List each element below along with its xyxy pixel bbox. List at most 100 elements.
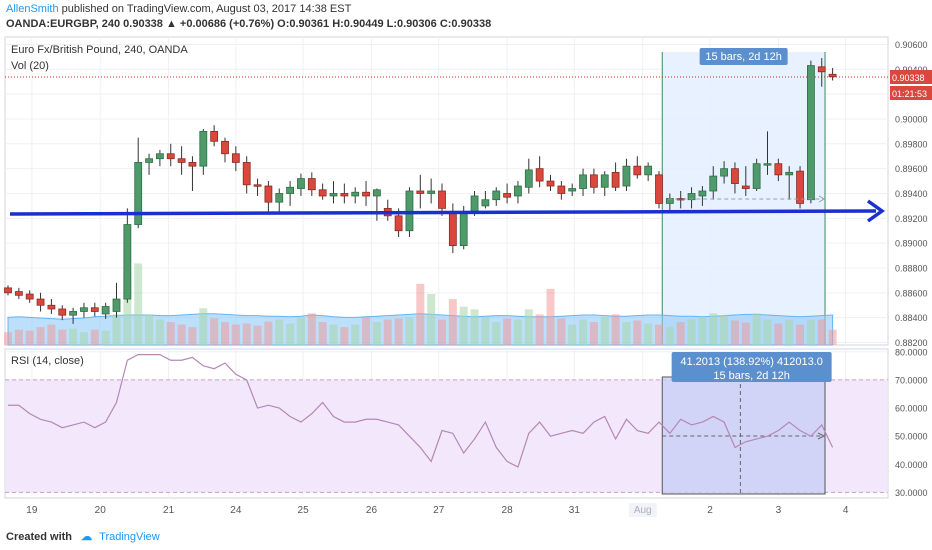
- volume-bar: [633, 320, 642, 345]
- volume-bar: [101, 330, 110, 345]
- candle: [752, 163, 761, 189]
- volume-bar: [524, 309, 533, 345]
- candle: [123, 224, 132, 300]
- candle: [297, 178, 305, 189]
- candle: [633, 165, 642, 176]
- candle: [427, 190, 436, 194]
- volume-bar: [275, 319, 284, 345]
- candle: [177, 158, 186, 163]
- x-tick-label: 28: [502, 505, 514, 516]
- price-y-tick-label: 0.90600: [895, 40, 928, 50]
- volume-bar: [134, 263, 143, 345]
- volume-bar: [752, 313, 761, 345]
- candle: [90, 307, 99, 312]
- volume-bar: [817, 319, 826, 345]
- price-y-tick-label: 0.89800: [895, 139, 928, 149]
- x-tick-label: 2: [707, 505, 713, 516]
- volume-bar: [145, 314, 154, 345]
- volume-bar: [796, 324, 805, 345]
- candle: [579, 174, 587, 189]
- tradingview-brand[interactable]: TradingView: [99, 531, 160, 543]
- volume-bar: [416, 283, 425, 345]
- candle: [763, 163, 772, 166]
- candle: [188, 162, 197, 167]
- volume-bar: [709, 313, 718, 345]
- volume-bar: [600, 316, 609, 345]
- candle: [69, 311, 77, 316]
- candle: [557, 185, 566, 194]
- rsi-y-tick-label: 50.0000: [895, 432, 928, 442]
- volume-bar: [405, 316, 414, 345]
- volume-bar: [459, 306, 468, 345]
- candle: [459, 211, 468, 247]
- author-link[interactable]: AllenSmith: [6, 3, 59, 15]
- candle: [264, 185, 273, 203]
- x-tick-label: 25: [298, 505, 310, 516]
- volume-bar: [47, 324, 56, 345]
- candle: [590, 174, 598, 188]
- volume-bar: [438, 319, 446, 345]
- rsi-y-tick-label: 70.0000: [895, 375, 928, 385]
- candle: [199, 130, 208, 167]
- candle: [655, 174, 663, 204]
- candle: [524, 169, 533, 188]
- price-y-tick-label: 0.88800: [895, 264, 928, 274]
- price-y-tick-label: 0.88400: [895, 313, 928, 323]
- candle: [828, 73, 837, 78]
- x-tick-label: 31: [569, 505, 581, 516]
- tradingview-logo-icon: ☁: [81, 531, 93, 543]
- volume-bar: [741, 322, 750, 345]
- candle: [25, 293, 34, 300]
- volume-bar: [720, 315, 729, 345]
- candle: [741, 185, 750, 189]
- candle: [774, 163, 783, 176]
- rsi-y-tick-label: 30.0000: [895, 488, 928, 498]
- price-measure-label: 15 bars, 2d 12h: [705, 51, 781, 63]
- rsi-measure-label-box: [671, 352, 832, 382]
- price-y-tick-label: 0.90000: [895, 114, 928, 124]
- candle: [329, 193, 338, 197]
- candle: [80, 307, 88, 312]
- candle: [470, 195, 479, 213]
- candle: [785, 171, 794, 176]
- volume-bar: [546, 288, 555, 345]
- volume-bar: [557, 318, 566, 345]
- candle: [318, 189, 327, 197]
- candle: [58, 308, 67, 316]
- candle: [351, 191, 360, 197]
- x-tick-label: 27: [433, 505, 445, 516]
- candle: [687, 193, 696, 201]
- volume-bar: [307, 313, 316, 345]
- volume-bar: [492, 322, 501, 345]
- volume-bar: [58, 329, 67, 345]
- candle: [112, 298, 121, 312]
- volume-bar: [199, 308, 208, 345]
- candle: [568, 188, 577, 192]
- price-y-tick-label: 0.88600: [895, 288, 928, 298]
- volume-bar: [622, 322, 631, 345]
- volume-bar: [470, 309, 479, 345]
- x-tick-label: 19: [26, 505, 38, 516]
- volume-bar: [14, 329, 23, 345]
- x-tick-label: 4: [843, 505, 849, 516]
- candle: [242, 162, 251, 186]
- candle: [166, 153, 175, 160]
- candle: [307, 178, 316, 191]
- candle: [394, 215, 403, 232]
- published-text: published on TradingView.com, August 03,…: [61, 3, 352, 15]
- candle: [4, 287, 12, 294]
- candle: [481, 199, 490, 207]
- volume-bar: [25, 330, 34, 345]
- volume-bar: [253, 325, 262, 345]
- publish-header: AllenSmith published on TradingView.com,…: [6, 3, 351, 15]
- volume-bar: [676, 322, 685, 345]
- volume-bar: [806, 319, 815, 345]
- rsi-y-tick-label: 60.0000: [895, 404, 928, 414]
- candle: [448, 211, 457, 247]
- volume-bar: [448, 299, 457, 345]
- volume-bar: [351, 324, 360, 345]
- volume-bar: [828, 329, 837, 345]
- rsi-y-tick-label: 80.0000: [895, 347, 928, 357]
